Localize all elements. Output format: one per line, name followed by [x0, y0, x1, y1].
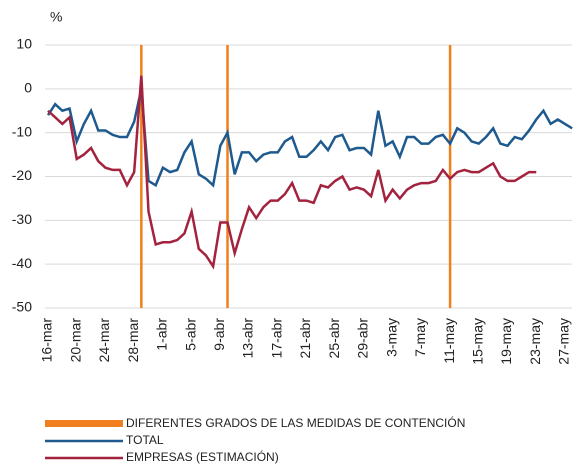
x-tick-label: 3-may — [383, 318, 399, 357]
y-tick-label: -30 — [12, 211, 32, 227]
y-tick-label: -20 — [12, 167, 32, 183]
y-tick-label: 10 — [16, 36, 32, 52]
x-tick-label: 25-abr — [326, 318, 342, 359]
x-tick-label: 1-abr — [154, 318, 170, 351]
x-tick-label: 24-mar — [96, 318, 112, 363]
legend-label: TOTAL — [126, 433, 164, 447]
x-tick-label: 27-may — [556, 318, 572, 365]
y-tick-label: 0 — [24, 80, 32, 96]
y-unit: % — [50, 9, 62, 25]
legend-label: DIFERENTES GRADOS DE LAS MEDIDAS DE CONT… — [126, 415, 465, 430]
series-line — [47, 75, 537, 270]
x-tick-label: 29-abr — [355, 318, 371, 359]
x-tick-label: 19-may — [498, 318, 514, 365]
x-tick-label: 21-abr — [297, 318, 313, 359]
x-tick-label: 5-abr — [182, 318, 198, 351]
x-tick-label: 23-may — [527, 318, 543, 365]
x-tick-label: 28-mar — [125, 318, 141, 363]
y-tick-label: -40 — [12, 255, 32, 271]
legend-label: EMPRESAS (ESTIMACIÓN) — [126, 449, 279, 464]
y-tick-label: -50 — [12, 299, 32, 315]
x-tick-label: 16-mar — [39, 318, 55, 363]
x-tick-label: 9-abr — [211, 318, 227, 351]
x-tick-label: 13-abr — [240, 318, 256, 359]
x-tick-label: 20-mar — [67, 318, 83, 363]
y-tick-label: -10 — [12, 123, 32, 139]
legend-swatch — [45, 420, 123, 427]
x-tick-label: 7-may — [412, 318, 428, 357]
x-tick-label: 17-abr — [268, 318, 284, 359]
x-tick-label: 15-may — [470, 318, 486, 365]
x-tick-label: 11-may — [441, 318, 457, 364]
series-line — [46, 88, 573, 188]
